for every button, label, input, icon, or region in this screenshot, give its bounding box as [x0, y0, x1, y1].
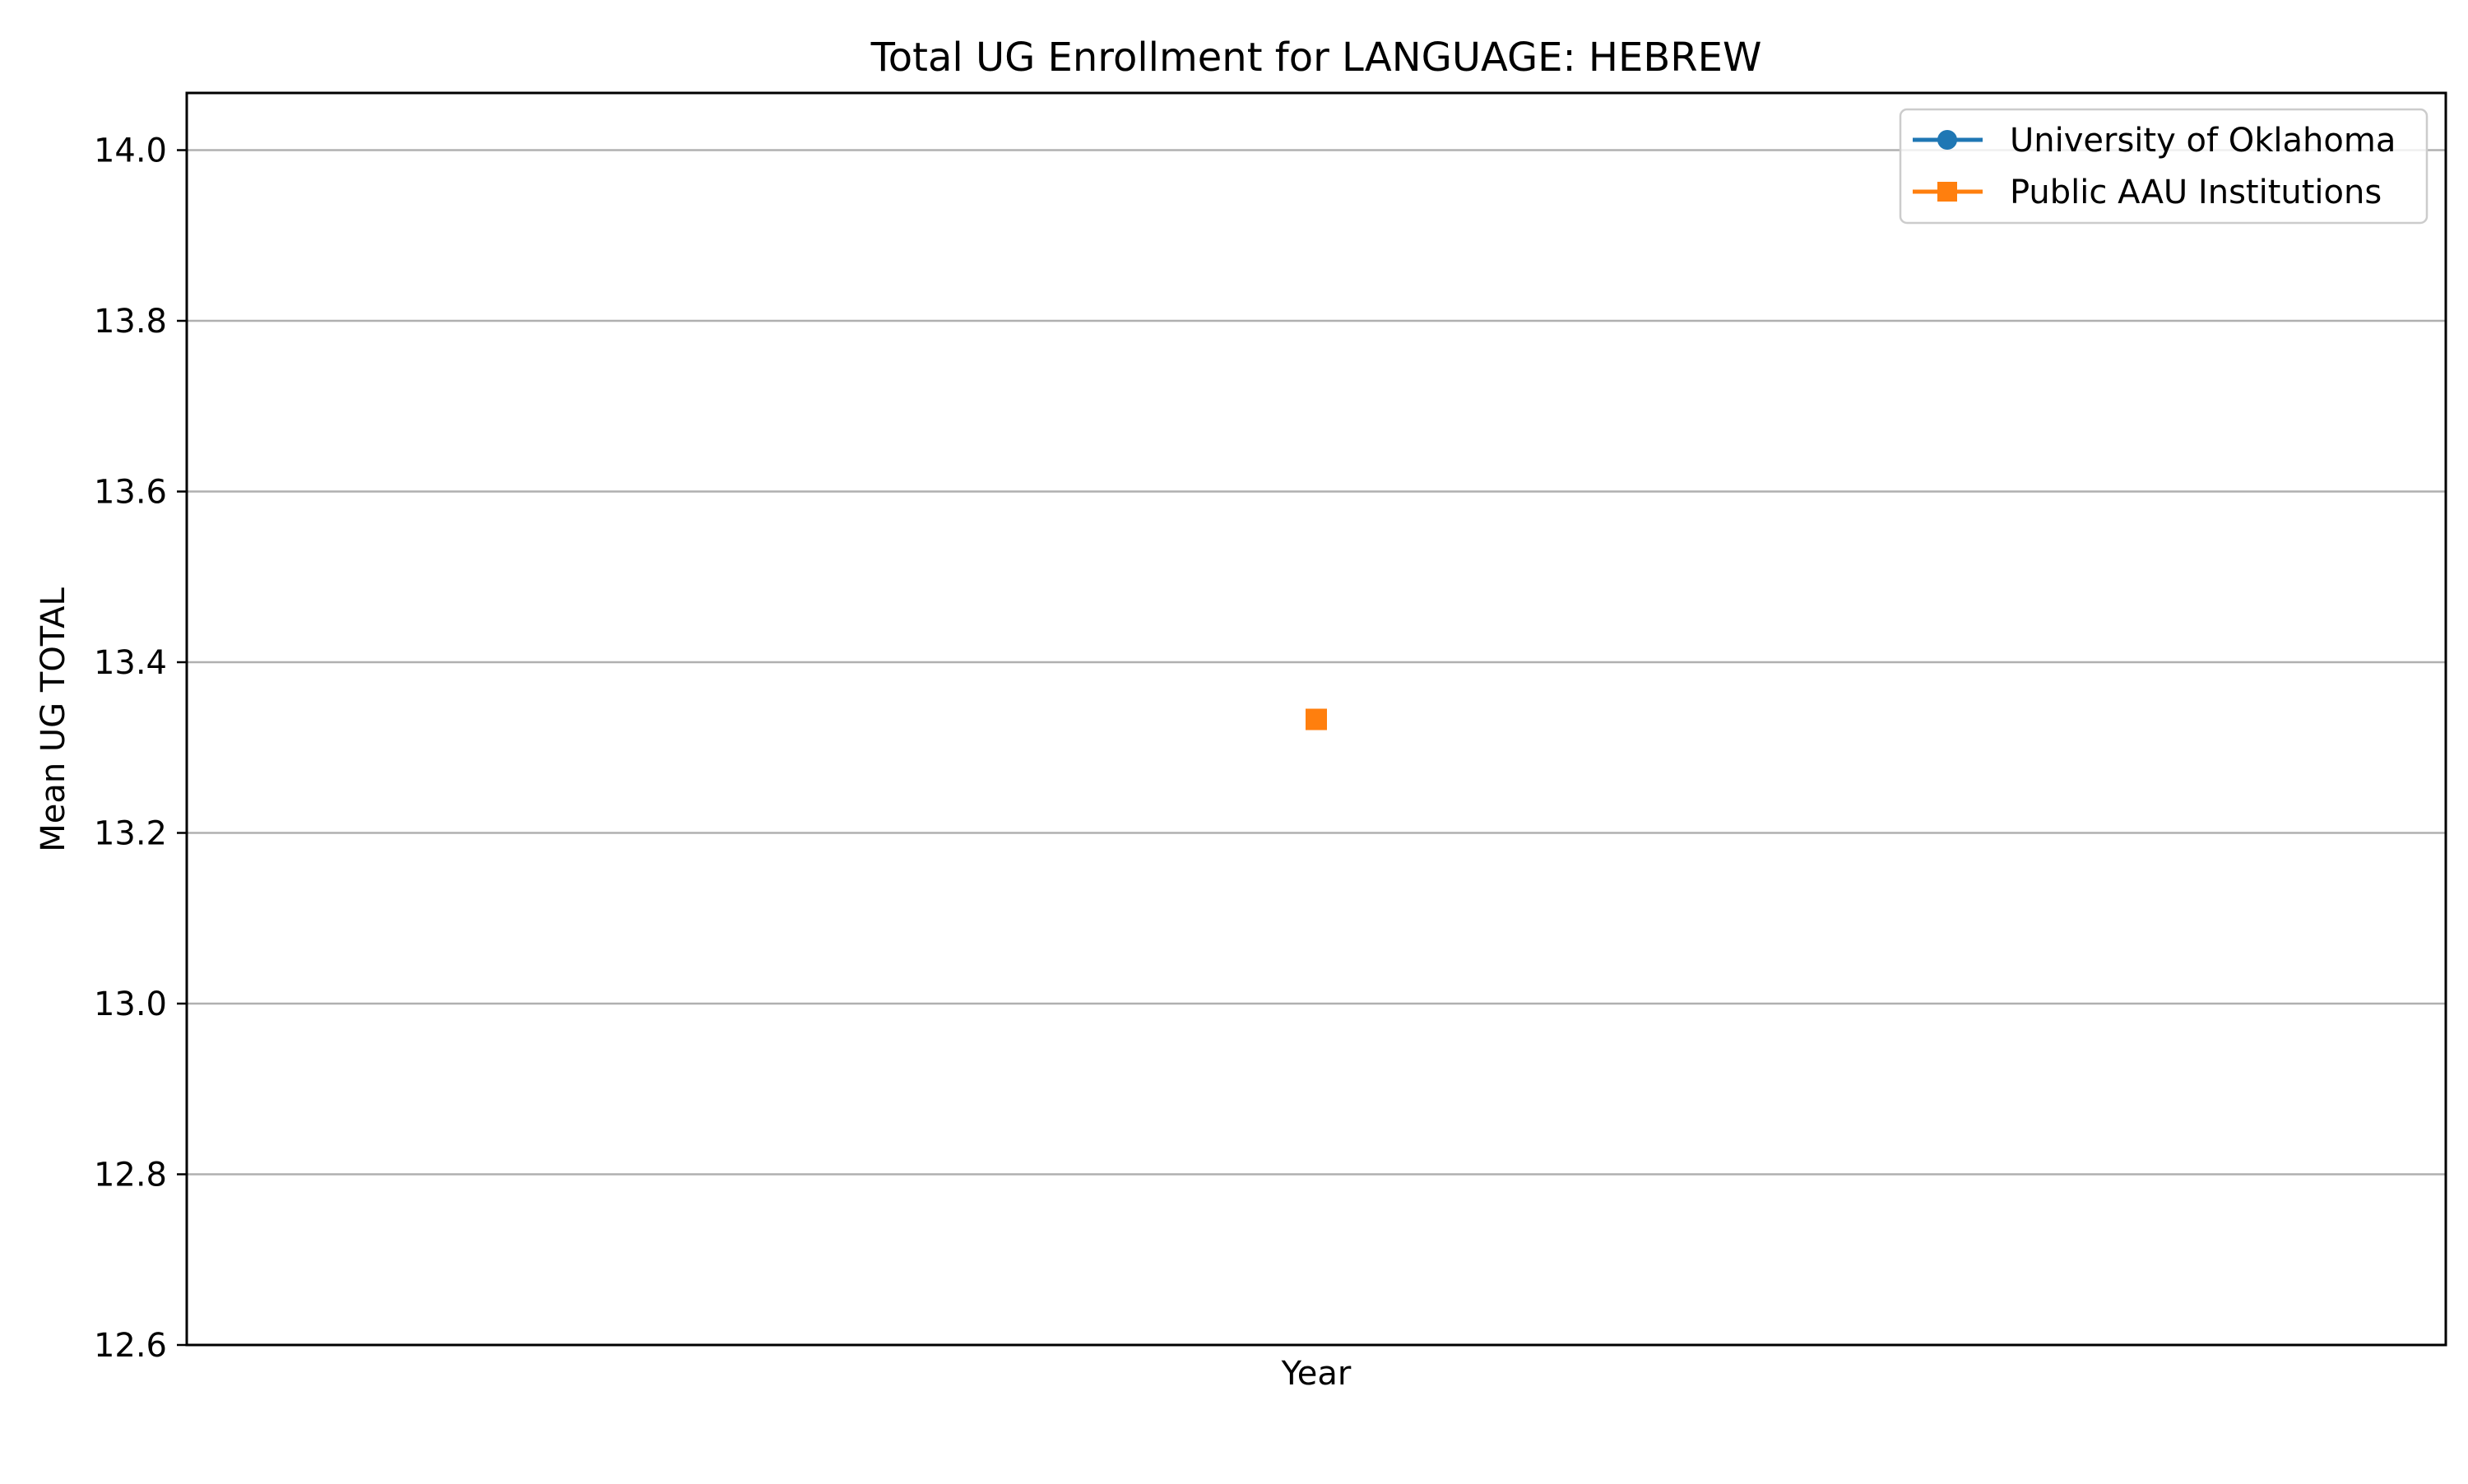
y-axis-label: Mean UG TOTAL: [35, 587, 72, 852]
y-axis-ticks: 12.6 12.8 13.0 13.2 13.4 13.6 13.8 14.0: [94, 132, 187, 1365]
legend: University of Oklahoma Public AAU Instit…: [1899, 108, 2429, 225]
y-tick-label: 13.4: [94, 644, 167, 682]
y-tick-label: 14.0: [94, 132, 167, 170]
legend-entry-university-of-oklahoma: University of Oklahoma: [1913, 122, 2396, 160]
y-tick-label: 13.6: [94, 474, 167, 512]
legend-label-public-aau-institutions: Public AAU Institutions: [2010, 174, 2382, 211]
y-tick-label: 12.6: [94, 1327, 167, 1365]
plot-area-frame: [185, 91, 2447, 1347]
y-tick-label: 13.0: [94, 985, 167, 1023]
legend-box: [1899, 108, 2429, 225]
x-axis-label: Year: [1281, 1355, 1352, 1393]
legend-label-university-of-oklahoma: University of Oklahoma: [2010, 122, 2396, 160]
series-group: [1306, 708, 1327, 730]
y-tick-label: 12.8: [94, 1157, 167, 1194]
y-tick-label: 13.2: [94, 815, 167, 853]
legend-marker-circle: [1937, 130, 1957, 150]
chart-title: Total UG Enrollment for LANGUAGE: HEBREW: [870, 35, 1762, 81]
data-point-marker: [1306, 708, 1327, 730]
legend-entry-public-aau-institutions: Public AAU Institutions: [1913, 174, 2382, 211]
legend-marker-square: [1937, 182, 1957, 202]
y-tick-label: 13.8: [94, 303, 167, 341]
